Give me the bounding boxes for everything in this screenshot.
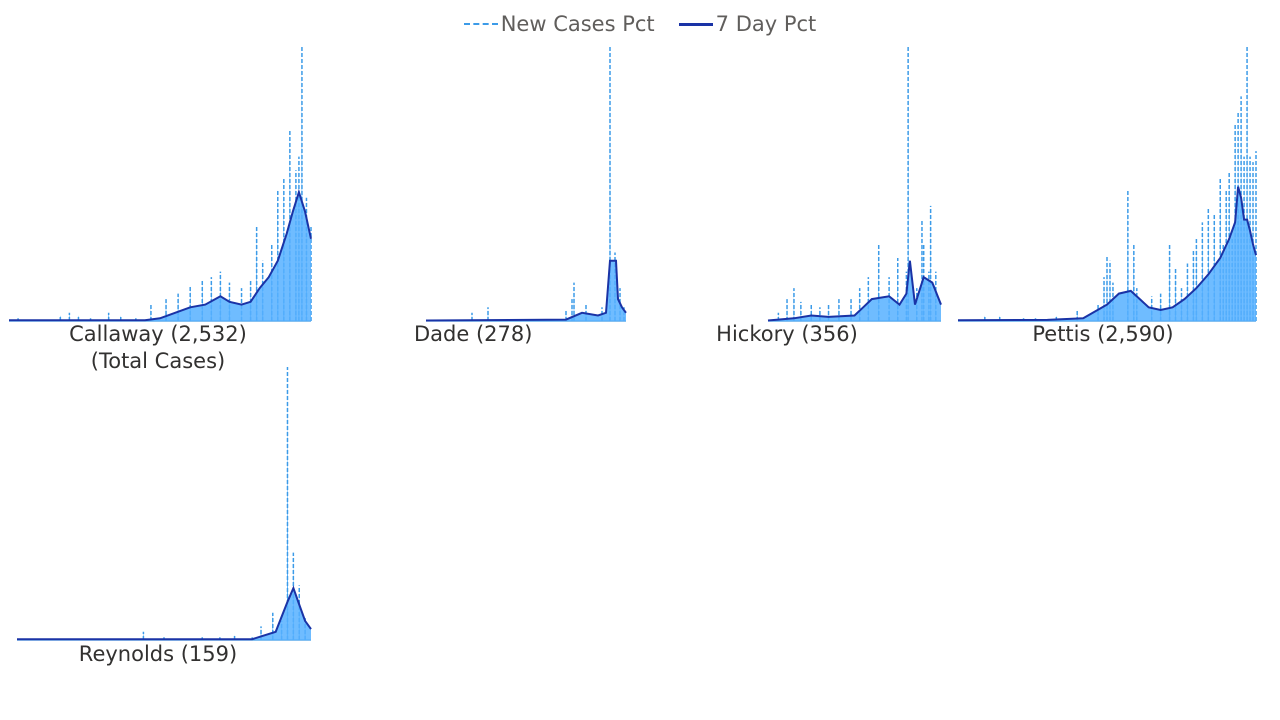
legend-label-new-cases-pct: New Cases Pct xyxy=(500,12,655,36)
reynolds-seven-day-line xyxy=(17,585,312,641)
callaway-seven-day-area xyxy=(9,192,311,321)
panel-callaway-sublabel: (Total Cases) xyxy=(90,349,226,373)
panel-callaway-caption: Callaway (2,532) (Total Cases) xyxy=(9,321,307,375)
panel-dade-chart xyxy=(425,47,627,322)
callaway-seven-day-line xyxy=(9,188,312,322)
legend-solid-line-icon xyxy=(678,22,713,26)
panel-reynolds-label: Reynolds (159) xyxy=(78,642,238,666)
dade-seven-day-area xyxy=(426,260,626,321)
pettis-seven-day-line xyxy=(957,186,1257,322)
panel-hickory-caption: Hickory (356) xyxy=(706,321,868,348)
panel-pettis-label: Pettis (2,590) xyxy=(1032,322,1174,346)
pettis-seven-day-area xyxy=(958,186,1256,321)
dade-seven-day-line xyxy=(425,259,627,322)
panel-pettis-caption: Pettis (2,590) xyxy=(1003,321,1203,348)
legend-item-new-cases-pct[interactable]: New Cases Pct xyxy=(463,12,655,36)
dade-new-cases-area-3 xyxy=(571,299,573,321)
panel-callaway-label: Callaway (2,532) xyxy=(69,322,247,346)
hickory-new-cases-area-1 xyxy=(786,299,788,321)
panel-reynolds-chart xyxy=(17,367,312,641)
panel-dade-label: Dade (278) xyxy=(414,322,533,346)
panel-callaway-chart xyxy=(9,47,312,322)
hickory-seven-day-line xyxy=(767,260,942,322)
legend-label-7-day-pct: 7 Day Pct xyxy=(715,12,817,36)
panel-hickory-chart xyxy=(767,47,942,322)
reynolds-seven-day-area xyxy=(17,588,311,640)
legend-dashed-line-icon xyxy=(463,23,498,25)
legend-item-7-day-pct[interactable]: 7 Day Pct xyxy=(678,12,817,36)
hickory-seven-day-area xyxy=(768,260,941,321)
chart-legend: New Cases Pct 7 Day Pct xyxy=(0,12,1280,36)
panel-pettis-chart xyxy=(957,47,1257,322)
panel-dade-caption: Dade (278) xyxy=(414,321,532,348)
panel-hickory-label: Hickory (356) xyxy=(716,322,858,346)
panel-reynolds-caption: Reynolds (159) xyxy=(17,641,299,668)
